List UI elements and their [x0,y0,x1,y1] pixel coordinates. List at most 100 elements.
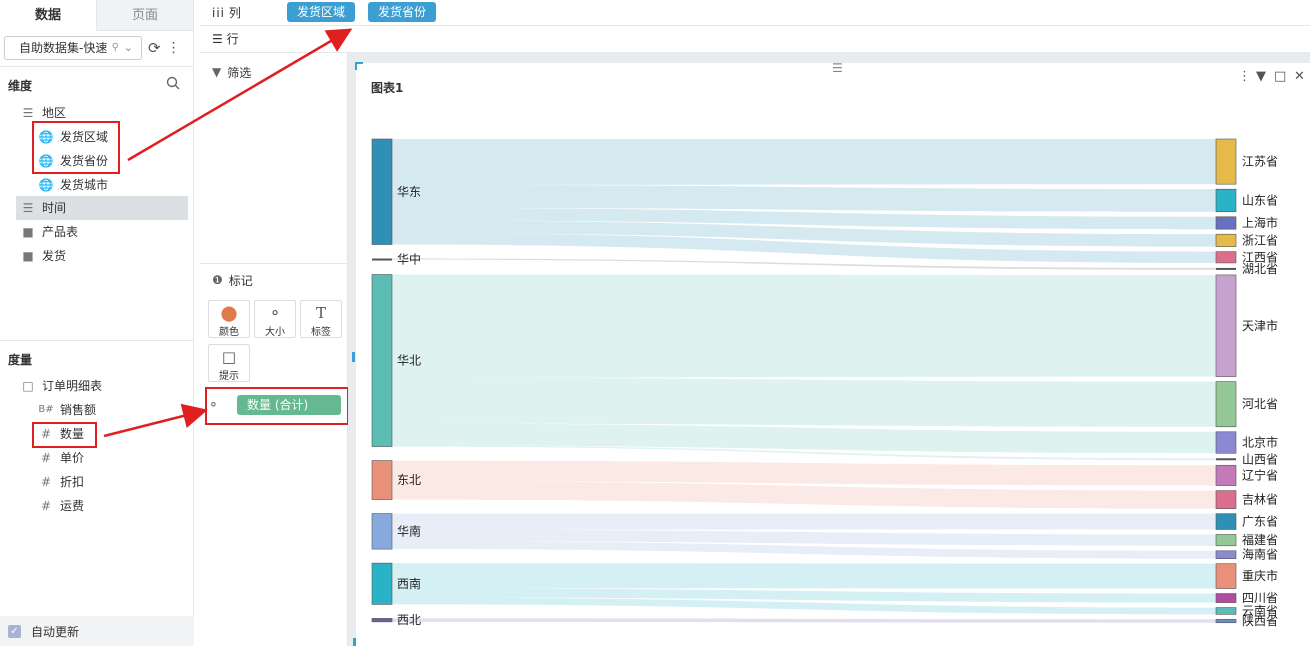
sankey-link[interactable] [392,423,1216,454]
sankey-link[interactable] [392,588,1216,603]
size-field-pill[interactable]: 数量 (合计) [237,395,341,415]
sankey-link[interactable] [392,274,1216,378]
tree-item-ship-province[interactable]: 🌐 发货省份 [38,149,188,173]
tree-item-sales[interactable]: B# 销售额 [38,398,188,422]
sankey-link[interactable] [392,139,1216,185]
sankey-node[interactable] [371,274,393,447]
sankey-link[interactable] [392,377,1216,427]
sankey-link[interactable] [392,445,1216,461]
filter-row[interactable]: ▼ 筛选 [200,59,251,85]
sankey-node[interactable] [371,138,393,245]
auto-update-toggle[interactable]: ✓ 自动更新 [0,616,194,646]
tree-item-order-details[interactable]: □ 订单明细表 [20,374,188,398]
sankey-link[interactable] [392,513,1216,530]
tree-item-unit-price[interactable]: # 单价 [38,446,188,470]
label-mark-button[interactable]: T 标签 [300,300,342,338]
search-icon[interactable] [166,76,180,90]
sankey-node[interactable] [1215,274,1237,377]
sankey-node[interactable] [1215,563,1237,589]
tree-item-time[interactable]: ☰ 时间 [16,196,188,220]
filter-label: 筛选 [227,65,252,80]
sankey-node[interactable] [1215,138,1237,185]
sankey-node[interactable] [1215,513,1237,530]
dataset-select[interactable]: 自助数据集-快速 ⚲ ⌄ [4,36,142,60]
sankey-node[interactable] [371,460,393,500]
tree-item-freight[interactable]: # 运费 [38,494,188,518]
data-panel: 数据 页面 自助数据集-快速 ⚲ ⌄ ⟳ ⋮ 维度 ☰ 地区 🌐 发货区域 🌐 … [0,0,194,646]
resize-handle[interactable] [353,638,356,646]
globe-icon: 🌐 [38,130,54,144]
chart-card[interactable]: 图表1 ☰ ⋮ ▼ □ ✕ 华东 华中 华北 东北 华南 西南 西北 江苏省 山东省 上海市 浙江省… [356,61,1310,646]
sankey-node[interactable] [1215,619,1237,624]
tree-item-region[interactable]: ☰ 地区 [20,101,188,125]
tree-item-shipping[interactable]: ■ 发货 [20,244,188,268]
sankey-node[interactable] [1215,233,1237,247]
sankey-node[interactable] [1215,490,1237,509]
sankey-node-label: 山东省 [1242,193,1278,207]
color-mark-button[interactable]: ⬤ 颜色 [208,300,250,338]
close-icon[interactable]: ✕ [1294,69,1305,84]
sankey-node-label: 河北省 [1242,397,1278,411]
column-shelf[interactable]: iii 列 发货区域 发货省份 [200,0,1310,26]
sankey-node[interactable] [372,258,392,261]
resize-handle[interactable] [352,352,355,362]
sankey-link[interactable] [392,541,1216,559]
column-field-pill[interactable]: 发货省份 [368,2,437,22]
text-icon: T [315,304,326,322]
tree-item-discount[interactable]: # 折扣 [38,470,188,494]
sankey-node[interactable] [371,513,393,550]
sankey-link[interactable] [392,184,1216,212]
sankey-link[interactable] [392,258,1216,270]
sankey-node-label: 上海市 [1242,215,1278,230]
sankey-node[interactable] [1215,381,1237,428]
sankey-link[interactable] [392,597,1216,615]
hash-icon: # [40,451,52,465]
sankey-link[interactable] [392,220,1216,247]
sankey-node[interactable] [371,618,393,623]
drag-handle-icon[interactable]: ☰ [832,61,843,75]
size-mark-button[interactable]: ⚬ 大小 [254,300,296,338]
maximize-icon[interactable]: □ [1274,69,1287,84]
sankey-node[interactable] [1215,431,1237,454]
sankey-link[interactable] [392,618,1216,623]
sankey-link[interactable] [392,233,1216,263]
tab-data[interactable]: 数据 [0,0,96,31]
more-vertical-icon[interactable]: ⋮ [166,40,181,56]
sankey-node[interactable] [1215,534,1237,547]
sankey-node[interactable] [1215,251,1237,264]
sankey-node[interactable] [371,562,393,605]
tooltip-mark-button[interactable]: □ 提示 [208,344,250,382]
tree-item-ship-city[interactable]: 🌐 发货城市 [38,173,188,197]
sankey-node-label: 东北 [397,473,421,487]
tree-item-product-table[interactable]: ■ 产品表 [20,220,188,244]
sankey-node[interactable] [1215,464,1237,486]
sankey-node[interactable] [1216,267,1236,270]
resize-handle[interactable] [355,62,363,70]
sankey-link[interactable] [392,207,1216,230]
sankey-node[interactable] [1215,607,1237,615]
row-shelf[interactable]: ☰ 行 [200,26,1310,53]
refresh-icon[interactable]: ⟳ [148,39,161,57]
tree-item-label: 发货省份 [60,154,109,168]
sankey-node[interactable] [1215,216,1237,230]
sankey-node-label: 湖北省 [1242,261,1278,276]
marks-row: ❶ 标记 [200,267,253,293]
sankey-node[interactable] [1215,593,1237,603]
globe-icon: 🌐 [38,178,54,192]
tree-item-quantity[interactable]: # 数量 [38,422,188,446]
comment-icon: □ [221,348,237,366]
column-field-pill[interactable]: 发货区域 [287,2,356,22]
sankey-node[interactable] [1215,550,1237,559]
hash-icon: B# [38,404,54,415]
sankey-link[interactable] [392,563,1216,589]
more-vertical-icon[interactable]: ⋮ [1238,69,1251,84]
sankey-link[interactable] [392,529,1216,546]
sankey-node[interactable] [1216,458,1236,461]
filter-icon[interactable]: ▼ [1256,69,1266,84]
tree-item-label: 时间 [42,201,67,215]
sankey-link[interactable] [392,460,1216,486]
tab-page[interactable]: 页面 [96,0,193,31]
sankey-node[interactable] [1215,188,1237,213]
sankey-link[interactable] [392,481,1216,509]
tree-item-ship-area[interactable]: 🌐 发货区域 [38,125,188,149]
